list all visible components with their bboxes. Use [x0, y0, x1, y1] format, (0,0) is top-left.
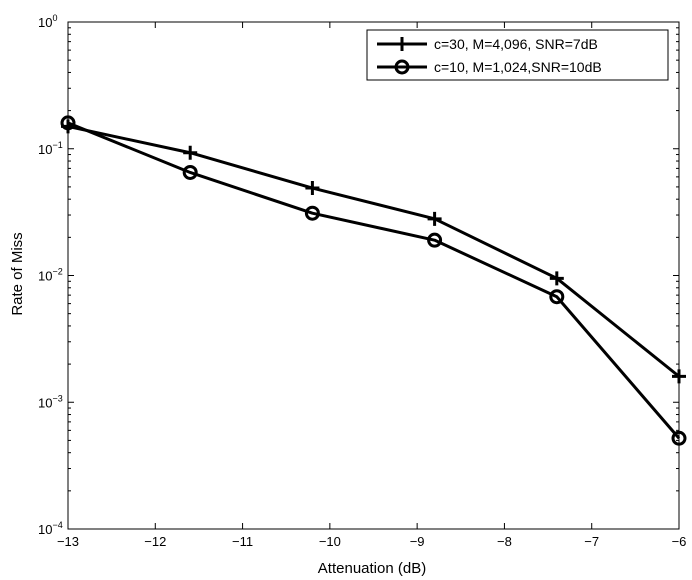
x-tick-label: −9 — [410, 534, 425, 549]
data-point-plus — [672, 369, 686, 384]
legend-box — [366, 29, 669, 81]
series-line — [67, 124, 680, 378]
x-tick-label: −8 — [497, 534, 512, 549]
y-tick-label: 10−4 — [38, 520, 63, 537]
data-point-plus — [305, 181, 320, 196]
data-point-circle — [304, 205, 320, 221]
axes-box — [67, 21, 680, 530]
series-2 — [60, 115, 687, 446]
x-tick-label: −12 — [144, 534, 166, 549]
legend-item: c=10, M=1,024,SNR=10dB — [377, 59, 602, 75]
series-1 — [61, 119, 686, 384]
y-tick-label: 100 — [38, 13, 57, 30]
data-point-circle — [549, 289, 565, 305]
x-tick-label: −7 — [584, 534, 599, 549]
axes-frame — [67, 21, 680, 530]
series-line — [67, 121, 681, 440]
y-axis: 10−4 10−3 10−2 10−1 100 — [38, 13, 679, 537]
x-tick-label: −6 — [672, 534, 687, 549]
x-tick-label: −13 — [57, 534, 79, 549]
legend-label: c=10, M=1,024,SNR=10dB — [434, 59, 602, 75]
data-point-circle — [671, 430, 687, 446]
data-point-plus — [395, 37, 409, 51]
x-tick-label: −11 — [232, 534, 253, 549]
y-tick-label: 10−2 — [38, 267, 63, 284]
data-point-plus — [183, 145, 198, 160]
data-point-circle — [60, 115, 76, 131]
x-axis-title: Attenuation (dB) — [318, 560, 426, 577]
x-tick-label: −10 — [319, 534, 341, 549]
data-point-circle — [182, 164, 198, 180]
y-tick-label: 10−1 — [38, 140, 63, 157]
data-point-plus — [549, 271, 564, 286]
legend: c=30, M=4,096, SNR=7dB c=10, M=1,024,SNR=… — [366, 29, 669, 81]
x-axis: −13 −12 −11 −10 −9 −8 −7 −6 — [57, 22, 686, 549]
data-point-circle — [427, 232, 443, 248]
data-point-plus — [427, 211, 442, 226]
y-axis-title: Rate of Miss — [9, 232, 26, 315]
y-tick-label: 10−3 — [38, 393, 63, 410]
legend-item: c=30, M=4,096, SNR=7dB — [377, 36, 598, 52]
data-point-circle — [394, 59, 410, 75]
legend-label: c=30, M=4,096, SNR=7dB — [434, 36, 598, 52]
plot-area — [60, 115, 687, 446]
